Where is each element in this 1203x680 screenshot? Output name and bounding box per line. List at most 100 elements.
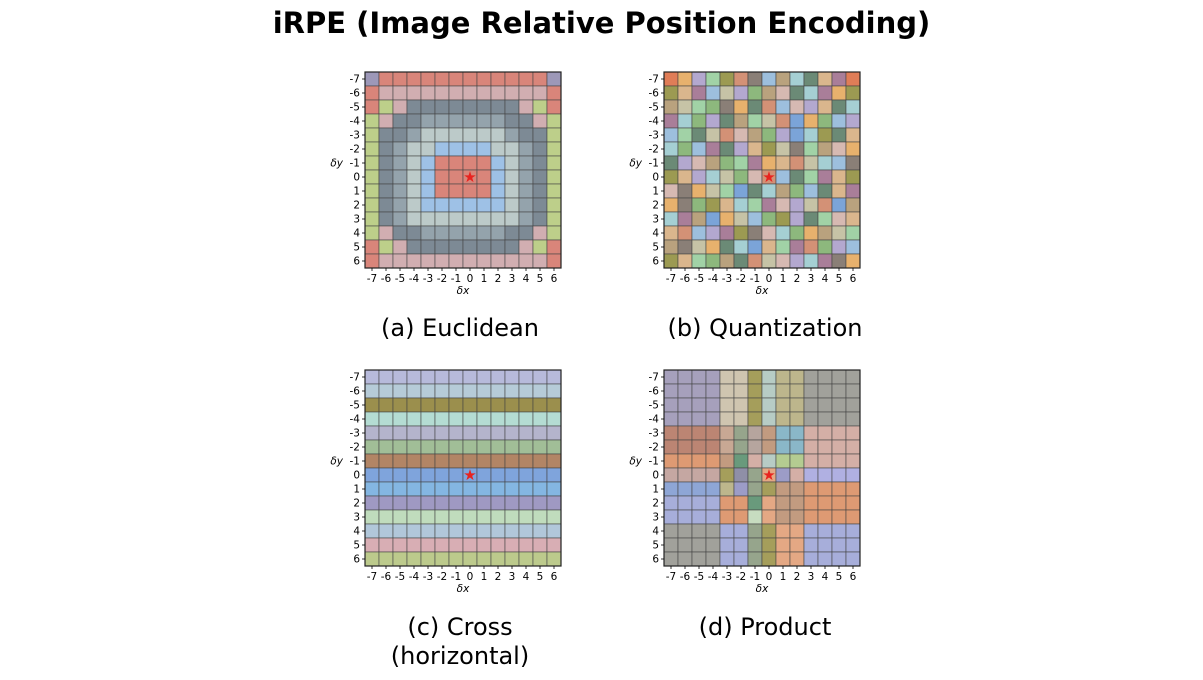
grid-cell — [691, 439, 707, 455]
grid-cell — [504, 509, 520, 525]
x-tick-label: -6 — [381, 571, 392, 583]
grid-cell — [364, 225, 380, 241]
grid-cell — [378, 155, 394, 171]
grid-cell — [420, 169, 436, 185]
grid-cell — [364, 197, 380, 213]
grid-cell — [831, 113, 847, 129]
grid-cell — [677, 113, 693, 129]
y-tick-label: 6 — [353, 256, 360, 268]
grid-cell — [504, 141, 520, 157]
panel-euclidean: -7 -6 -5 -4 -3 -2 -1 0 1 2 3 4 5 6 -7 -6 -5 -4 -3 -2 -1 0 1 2 3 4… — [305, 62, 585, 312]
y-tick-label: -1 — [350, 456, 360, 468]
grid-cell — [378, 141, 394, 157]
grid-cell — [392, 397, 408, 413]
x-tick-label: -6 — [680, 571, 691, 583]
grid-cell — [406, 85, 422, 101]
grid-cell — [392, 425, 408, 441]
grid-cell — [420, 481, 436, 497]
y-tick-label: -6 — [649, 88, 660, 100]
grid-cell — [677, 509, 693, 525]
y-tick-label: 0 — [353, 172, 360, 184]
grid-cell — [803, 551, 819, 567]
x-tick-label: -7 — [367, 571, 377, 583]
grid-cell — [747, 453, 763, 469]
x-tick-label: 3 — [808, 571, 815, 583]
grid-cell — [775, 239, 791, 255]
x-tick-label: -1 — [451, 571, 461, 583]
grid-cell — [504, 523, 520, 539]
grid-cell — [504, 495, 520, 511]
grid-frame — [364, 71, 562, 269]
grid-cell — [831, 253, 847, 269]
x-tick-label: 2 — [495, 273, 502, 285]
x-tick-label: -3 — [423, 273, 433, 285]
grid-cell — [845, 225, 861, 241]
grid-cell — [406, 169, 422, 185]
grid-cell — [691, 551, 707, 567]
grid-cell — [719, 211, 735, 227]
grid-cell — [803, 113, 819, 129]
grid-cell — [831, 439, 847, 455]
grid-cell — [490, 85, 506, 101]
x-tick-label: -5 — [694, 571, 704, 583]
caption-product: (d) Product — [698, 613, 832, 641]
grid-cell — [705, 85, 721, 101]
grid-cell — [518, 439, 534, 455]
grid-cell — [817, 169, 833, 185]
grid-cell — [775, 253, 791, 269]
x-tick-label: -4 — [708, 571, 719, 583]
y-tick-label: -5 — [350, 400, 360, 412]
grid-cell — [462, 225, 478, 241]
x-tick-label: 0 — [467, 571, 474, 583]
grid-cell — [490, 197, 506, 213]
grid-cell — [406, 253, 422, 269]
grid-cell — [546, 71, 562, 87]
grid-cell — [490, 397, 506, 413]
panel-quantization: -7 -6 -5 -4 -3 -2 -1 0 1 2 3 4 5 6 -7 -6 -5 -4 -3 -2 -1 0 1 2 3 4… — [604, 62, 884, 312]
grid-cell — [518, 523, 534, 539]
grid-cell — [490, 411, 506, 427]
grid-cell — [705, 239, 721, 255]
grid-cell — [775, 369, 791, 385]
grid-cell — [705, 225, 721, 241]
caption-cross: (c) Cross (horizontal) — [330, 613, 590, 671]
grid-cell — [747, 397, 763, 413]
grid-cell — [546, 211, 562, 227]
grid-cell — [434, 225, 450, 241]
grid-cell — [518, 211, 534, 227]
grid-cell — [691, 495, 707, 511]
grid-cell — [845, 71, 861, 87]
x-tick-label: 3 — [509, 571, 516, 583]
grid-cell — [504, 127, 520, 143]
grid-cell — [691, 253, 707, 269]
grid-frame — [663, 369, 861, 567]
grid-cell — [719, 197, 735, 213]
grid-cell — [663, 523, 679, 539]
grid-cell — [845, 141, 861, 157]
grid-cell — [504, 397, 520, 413]
grid-cell — [420, 425, 436, 441]
grid-cell — [434, 495, 450, 511]
grid-cell — [705, 551, 721, 567]
grid-cell — [448, 523, 464, 539]
grid-cell — [789, 467, 805, 483]
grid-cell — [392, 113, 408, 129]
grid-cell — [434, 253, 450, 269]
x-tick-label: 2 — [495, 571, 502, 583]
x-tick-label: -7 — [666, 571, 676, 583]
grid-cell — [462, 397, 478, 413]
grid-cell — [490, 155, 506, 171]
y-tick-label: 2 — [353, 498, 360, 510]
grid-cell — [733, 239, 749, 255]
grid-cell — [532, 127, 548, 143]
grid-cell — [677, 411, 693, 427]
grid-cell — [789, 113, 805, 129]
grid-cell — [462, 537, 478, 553]
grid-cell — [378, 551, 394, 567]
grid-cell — [775, 169, 791, 185]
grid-cell — [420, 537, 436, 553]
x-tick-label: 6 — [850, 273, 857, 285]
grid-cell — [546, 509, 562, 525]
grid-cell — [392, 239, 408, 255]
grid-cell — [518, 453, 534, 469]
